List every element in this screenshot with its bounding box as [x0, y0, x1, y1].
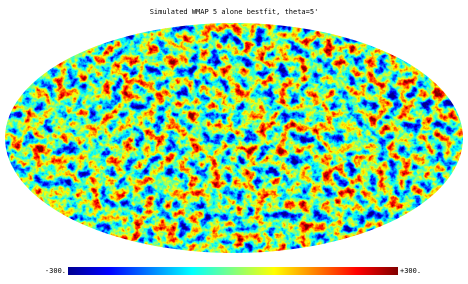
colorbar-max-label: +300.	[400, 267, 421, 275]
temperature-field	[5, 23, 463, 253]
colorbar	[68, 267, 398, 275]
colorbar-min-label: -300.	[45, 267, 66, 275]
sky-map	[5, 23, 463, 253]
map-title: Simulated WMAP 5 alone bestfit, theta=5'	[150, 8, 319, 16]
